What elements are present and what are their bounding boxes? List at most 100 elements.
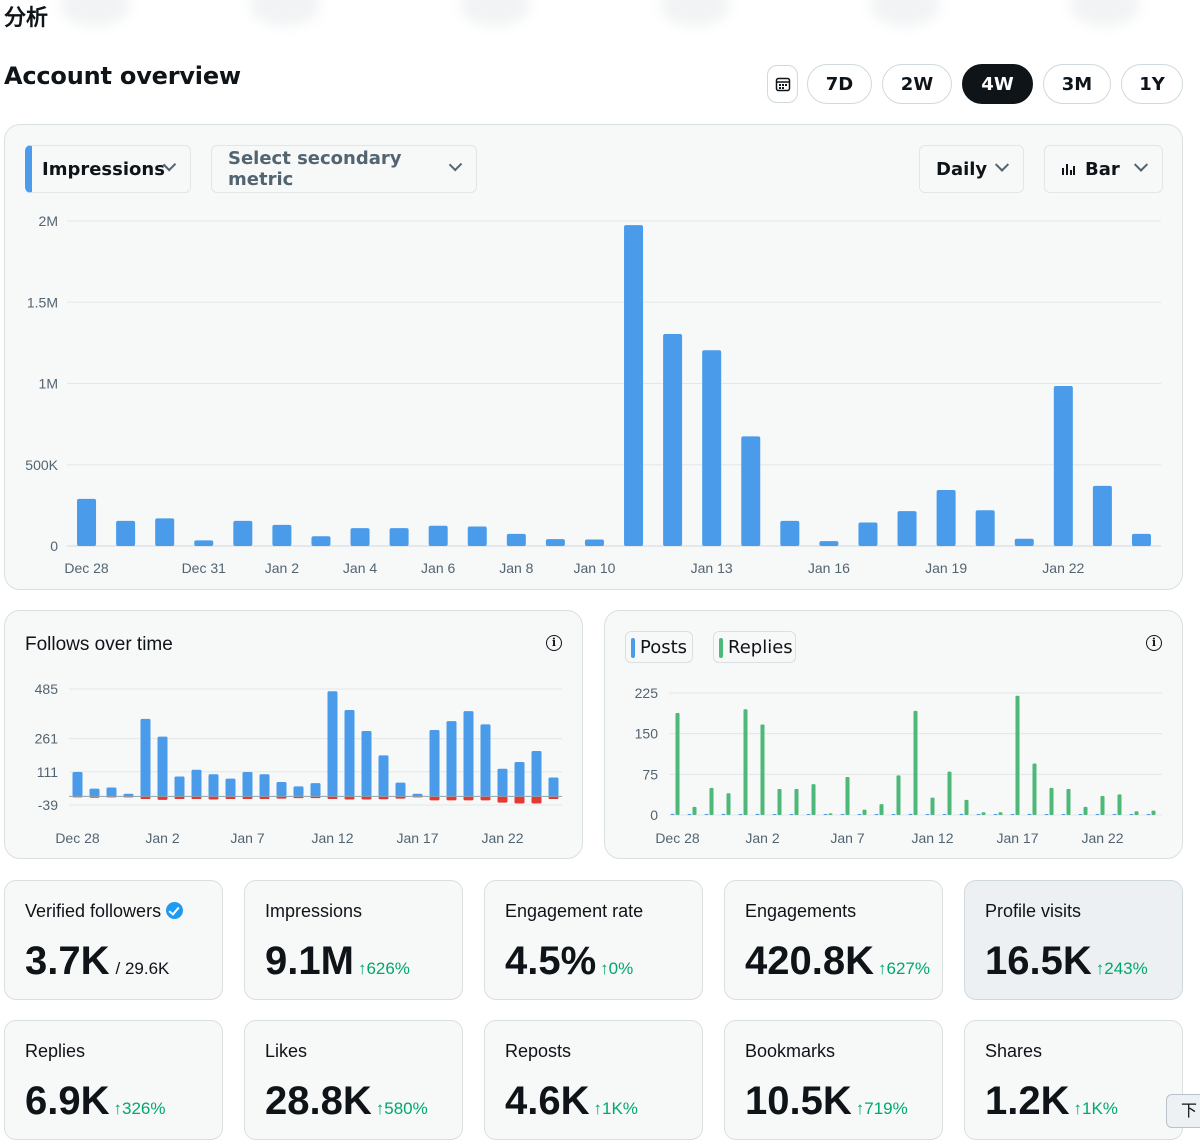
card-value: 1.2K bbox=[985, 1079, 1070, 1123]
card-value: 28.8K bbox=[265, 1079, 372, 1123]
replies-bar bbox=[1066, 788, 1071, 815]
replies-bar bbox=[913, 710, 918, 815]
range-3m-button[interactable]: 3M bbox=[1043, 64, 1111, 104]
impressions-bar bbox=[77, 498, 97, 546]
card-delta: ↑580% bbox=[375, 1099, 428, 1118]
legend-posts[interactable]: Posts bbox=[625, 631, 693, 663]
range-4w-button[interactable]: 4W bbox=[962, 64, 1033, 104]
replies-bar bbox=[675, 713, 680, 815]
impressions-chart-panel: Impressions Select secondary metric Dail… bbox=[4, 124, 1183, 590]
secondary-metric-dropdown[interactable]: Select secondary metric bbox=[211, 145, 477, 193]
replies-bar bbox=[1100, 796, 1105, 815]
card-value-row: 16.5K ↑243% bbox=[985, 939, 1148, 984]
card-value: 10.5K bbox=[745, 1079, 852, 1123]
y-tick-label: 0 bbox=[50, 538, 58, 554]
impressions-bar bbox=[780, 520, 800, 546]
card-engagement-rate[interactable]: Engagement rate 4.5% ↑0% bbox=[484, 880, 703, 1000]
follows-gain-bar bbox=[548, 777, 559, 797]
y-tick-label: -39 bbox=[38, 797, 58, 813]
replies-bar bbox=[1083, 806, 1088, 815]
impressions-bar bbox=[741, 436, 761, 546]
chart-type-dropdown[interactable]: Bar bbox=[1044, 145, 1163, 193]
page-title: 分析 bbox=[4, 6, 49, 31]
card-label: Bookmarks bbox=[745, 1041, 836, 1061]
card-label: Likes bbox=[265, 1041, 308, 1061]
card-delta: ↑719% bbox=[855, 1099, 908, 1118]
impressions-bar bbox=[702, 350, 722, 546]
granularity-dropdown[interactable]: Daily bbox=[919, 145, 1024, 193]
impressions-bar bbox=[389, 528, 409, 546]
x-tick-label: Jan 13 bbox=[691, 560, 733, 576]
replies-bar bbox=[1049, 787, 1054, 815]
primary-metric-label: Impressions bbox=[42, 158, 165, 180]
calendar-button[interactable] bbox=[767, 65, 798, 103]
range-2w-button[interactable]: 2W bbox=[882, 64, 952, 104]
card-likes[interactable]: Likes 28.8K ↑580% bbox=[244, 1020, 463, 1140]
y-tick-label: 261 bbox=[35, 731, 59, 747]
replies-bar bbox=[1015, 695, 1020, 815]
posts-bar bbox=[772, 814, 777, 815]
impressions-bar bbox=[1131, 533, 1151, 546]
x-tick-label: Jan 19 bbox=[925, 560, 967, 576]
replies-bar bbox=[862, 809, 867, 815]
impressions-bar-chart: 0 500K 1M 1.5M 2M Dec 28 Dec 31 Jan 2 Jan 4 Jan 6… bbox=[25, 213, 1161, 576]
impressions-bar bbox=[584, 539, 604, 546]
x-tick-label: Jan 6 bbox=[421, 560, 455, 576]
follows-gain-bar bbox=[344, 710, 355, 797]
x-tick-label: Jan 12 bbox=[911, 830, 953, 846]
posts-bar bbox=[959, 813, 964, 815]
card-profile-visits[interactable]: Profile visits 16.5K ↑243% bbox=[964, 880, 1183, 1000]
replies-bar bbox=[1117, 794, 1122, 815]
impressions-bar bbox=[350, 528, 370, 546]
x-tick-label: Jan 22 bbox=[481, 830, 523, 846]
card-delta: ↑626% bbox=[357, 959, 410, 978]
legend-replies[interactable]: Replies bbox=[713, 631, 796, 663]
follows-gain-bar bbox=[72, 772, 83, 797]
impressions-bar bbox=[116, 520, 136, 546]
follows-loss-bar bbox=[514, 796, 525, 804]
primary-metric-dropdown[interactable]: Impressions bbox=[25, 145, 191, 193]
card-replies[interactable]: Replies 6.9K ↑326% bbox=[4, 1020, 223, 1140]
info-icon[interactable]: i bbox=[1146, 635, 1162, 651]
card-reposts[interactable]: Reposts 4.6K ↑1K% bbox=[484, 1020, 703, 1140]
replies-bar bbox=[709, 787, 714, 815]
replies-bar bbox=[794, 788, 799, 815]
y-tick-label: 75 bbox=[642, 766, 658, 782]
card-verified-followers[interactable]: Verified followers 3.7K / 29.6K bbox=[4, 880, 223, 1000]
x-tick-label: Jan 8 bbox=[499, 560, 533, 576]
range-7d-button[interactable]: 7D bbox=[807, 64, 872, 104]
x-tick-label: Jan 16 bbox=[808, 560, 850, 576]
card-value: 4.6K bbox=[505, 1079, 590, 1123]
posts-bar bbox=[874, 814, 879, 815]
follows-loss-bar bbox=[548, 796, 559, 800]
x-tick-label: Jan 7 bbox=[830, 830, 864, 846]
card-label-text: Verified followers bbox=[25, 901, 162, 921]
follows-loss-bar bbox=[242, 796, 253, 800]
card-shares[interactable]: Shares 1.2K ↑1K% bbox=[964, 1020, 1183, 1140]
replies-bar bbox=[777, 788, 782, 815]
follows-bar-chart: -39 111 261 485 Dec 28 Jan 2 Jan 7 Jan 12 Jan 17… bbox=[35, 681, 562, 846]
card-label: Reposts bbox=[505, 1041, 572, 1061]
info-icon[interactable]: i bbox=[546, 635, 562, 651]
impressions-bar bbox=[1092, 485, 1112, 546]
scroll-down-button[interactable]: 下 bbox=[1166, 1094, 1200, 1128]
follows-loss-bar bbox=[446, 796, 457, 801]
posts-bar bbox=[738, 814, 743, 815]
card-bookmarks[interactable]: Bookmarks 10.5K ↑719% bbox=[724, 1020, 943, 1140]
posts-bar bbox=[755, 813, 760, 815]
x-tick-label: Dec 28 bbox=[655, 830, 700, 846]
posts-bar bbox=[687, 814, 692, 815]
follows-gain-bar bbox=[378, 755, 389, 797]
card-delta: ↑627% bbox=[877, 959, 930, 978]
posts-replies-panel: Posts Replies i 0 75 150 225 Dec 28 Jan 2 Jan … bbox=[604, 610, 1183, 859]
card-label: Engagements bbox=[745, 901, 857, 921]
card-impressions[interactable]: Impressions 9.1M ↑626% bbox=[244, 880, 463, 1000]
y-tick-label: 150 bbox=[635, 726, 659, 742]
card-label: Verified followers bbox=[25, 901, 184, 922]
impressions-bar bbox=[506, 533, 526, 546]
replies-bar bbox=[930, 797, 935, 815]
card-value-row: 420.8K ↑627% bbox=[745, 939, 930, 984]
card-engagements[interactable]: Engagements 420.8K ↑627% bbox=[724, 880, 943, 1000]
posts-bar bbox=[704, 814, 709, 815]
range-1y-button[interactable]: 1Y bbox=[1121, 64, 1183, 104]
